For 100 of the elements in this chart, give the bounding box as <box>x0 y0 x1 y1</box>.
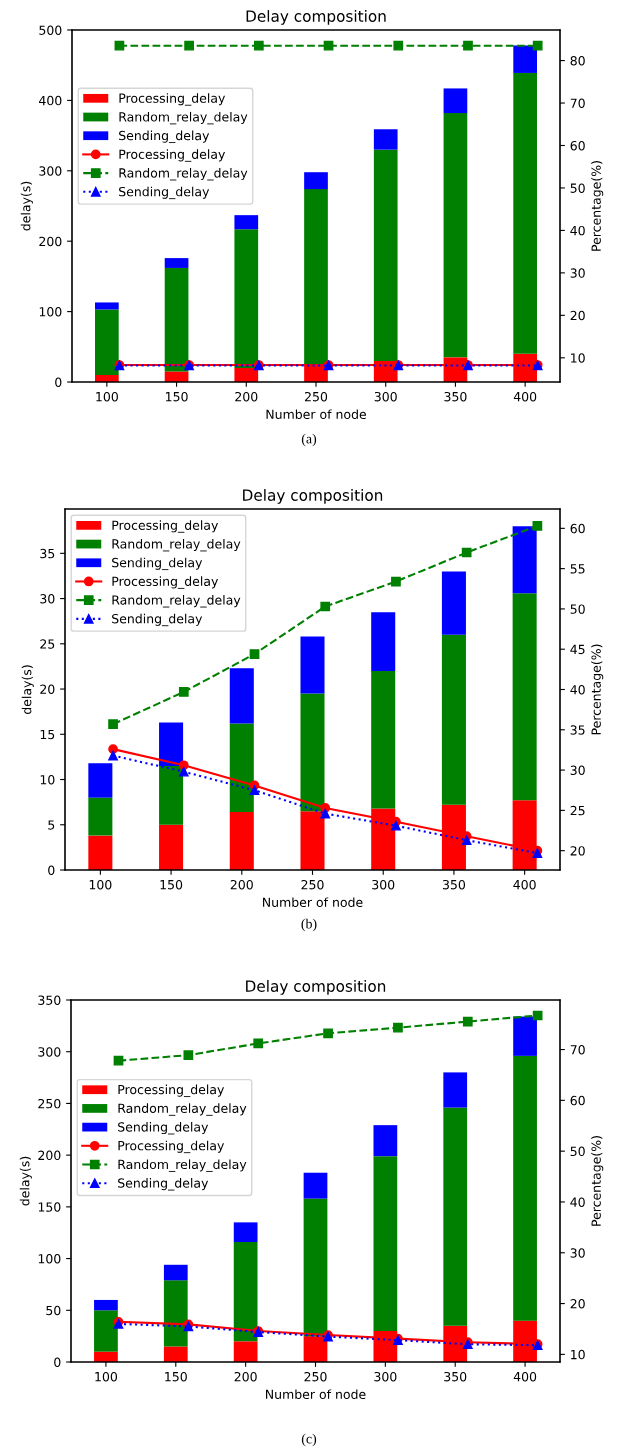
y2-tick-label: 40 <box>570 684 585 695</box>
legend-label: Random_relay_delay <box>112 538 241 552</box>
y2-tick-label: 60 <box>570 140 585 151</box>
legend-label: Sending_delay <box>119 130 210 144</box>
legend-label: Random_relay_delay <box>118 1103 247 1116</box>
y2-tick-label: 40 <box>570 225 585 236</box>
y-tick-label: 250 <box>38 1098 61 1109</box>
y2-axis-title: Percentage(%) <box>591 161 604 251</box>
legend-label: Processing_delay <box>119 149 226 162</box>
x-tick-label: 200 <box>235 391 258 402</box>
y-tick-label: 200 <box>39 236 62 247</box>
x-tick-label: 300 <box>372 879 395 890</box>
y-tick-label: 300 <box>38 1047 61 1057</box>
y2-tick-label: 50 <box>570 1146 585 1157</box>
y2-tick-label: 50 <box>570 183 585 193</box>
y-tick-label: 25 <box>40 639 55 649</box>
y2-axis-title: Percentage(%) <box>591 1136 604 1226</box>
y-tick-label: 50 <box>46 1305 61 1316</box>
y-axis-title: delay(s) <box>20 181 33 231</box>
y2-tick-label: 80 <box>570 56 585 66</box>
y-tick-label: 100 <box>38 1254 61 1264</box>
x-tick-label: 350 <box>444 391 467 402</box>
y-tick-label: 10 <box>40 775 55 785</box>
y-tick-label: 100 <box>39 307 62 317</box>
y-tick-label: 200 <box>38 1150 61 1161</box>
y-axis-title: delay(s) <box>21 665 34 715</box>
y-tick-label: 0 <box>55 377 62 387</box>
y2-tick-label: 40 <box>570 1197 585 1207</box>
y2-axis-title: Percentage(%) <box>591 644 604 735</box>
chart-title: Delay composition <box>243 489 383 504</box>
y-tick-label: 350 <box>38 995 61 1005</box>
x-tick-label: 400 <box>513 391 537 402</box>
text: (a) <box>301 433 317 447</box>
x-axis-title: Number of node <box>266 1389 366 1400</box>
x-tick-label: 250 <box>301 879 324 890</box>
x-tick-label: 300 <box>374 391 397 402</box>
y2-tick-label: 30 <box>570 765 585 776</box>
x-tick-label: 150 <box>165 1371 187 1382</box>
y2-tick-label: 20 <box>570 1299 585 1309</box>
x-axis-title: Number of node <box>263 897 363 908</box>
legend-label: Random_relay_delay <box>119 167 248 181</box>
legend-label: Random_relay_delay <box>112 595 241 608</box>
y2-tick-label: 45 <box>570 644 585 655</box>
y-tick-label: 35 <box>40 548 55 559</box>
x-tick-label: 150 <box>166 391 188 402</box>
y-tick-label: 500 <box>39 25 62 35</box>
x-tick-label: 150 <box>160 879 183 890</box>
y2-tick-label: 70 <box>570 1045 585 1055</box>
y-tick-label: 300 <box>39 166 62 176</box>
y-tick-label: 30 <box>40 594 55 604</box>
y2-tick-label: 25 <box>570 805 585 816</box>
legend-label: Sending_delay <box>118 1121 209 1135</box>
y2-tick-label: 55 <box>570 564 585 574</box>
chart-title: Delay composition <box>246 10 386 25</box>
x-tick-label: 250 <box>304 391 328 402</box>
y2-tick-label: 60 <box>570 1095 585 1106</box>
x-tick-label: 350 <box>442 879 466 890</box>
y2-tick-label: 50 <box>570 604 585 614</box>
y-axis-title: delay(s) <box>19 1156 32 1206</box>
y-tick-label: 20 <box>40 684 55 694</box>
legend-label: Sending_delay <box>119 186 210 200</box>
x-tick-label: 100 <box>96 391 118 402</box>
text: (c) <box>301 1433 317 1447</box>
y2-tick-label: 30 <box>570 1248 585 1258</box>
legend-label: Processing_delay <box>112 520 219 533</box>
legend-label: Sending_delay <box>112 613 203 627</box>
x-axis-title: Number of node <box>266 409 367 420</box>
y2-tick-label: 20 <box>570 846 585 856</box>
y2-tick-label: 10 <box>571 1349 585 1360</box>
legend-label: Processing_delay <box>118 1140 225 1154</box>
legend-label: Sending_delay <box>118 1178 209 1191</box>
y-tick-label: 5 <box>48 820 55 830</box>
y-tick-label: 400 <box>39 95 62 106</box>
chart-title: Delay composition <box>246 980 386 995</box>
x-tick-label: 100 <box>95 1371 118 1382</box>
x-tick-label: 250 <box>304 1371 327 1382</box>
text: (b) <box>301 918 317 932</box>
y-tick-label: 150 <box>38 1202 61 1212</box>
legend-label: Random_relay_delay <box>119 111 248 125</box>
y2-tick-label: 70 <box>570 98 585 108</box>
legend-label: Sending_delay <box>112 557 203 571</box>
x-tick-label: 100 <box>89 879 112 890</box>
y2-tick-label: 35 <box>570 725 585 735</box>
x-tick-label: 200 <box>234 1371 257 1382</box>
x-tick-label: 300 <box>374 1371 397 1382</box>
x-tick-label: 400 <box>513 879 536 890</box>
legend-label: Processing_delay <box>112 576 219 589</box>
y-tick-label: 0 <box>48 865 55 875</box>
y2-tick-label: 30 <box>570 268 585 278</box>
legend-label: Processing_delay <box>119 93 226 106</box>
y2-tick-label: 60 <box>570 523 585 534</box>
y2-tick-label: 10 <box>571 353 585 363</box>
legend-label: Processing_delay <box>118 1084 225 1098</box>
y-tick-label: 0 <box>54 1357 61 1367</box>
y2-tick-label: 20 <box>570 310 585 321</box>
x-tick-label: 350 <box>444 1371 467 1382</box>
x-tick-label: 200 <box>230 879 253 890</box>
legend-label: Random_relay_delay <box>118 1159 247 1172</box>
y-tick-label: 15 <box>40 729 55 740</box>
x-tick-label: 400 <box>513 1371 537 1382</box>
